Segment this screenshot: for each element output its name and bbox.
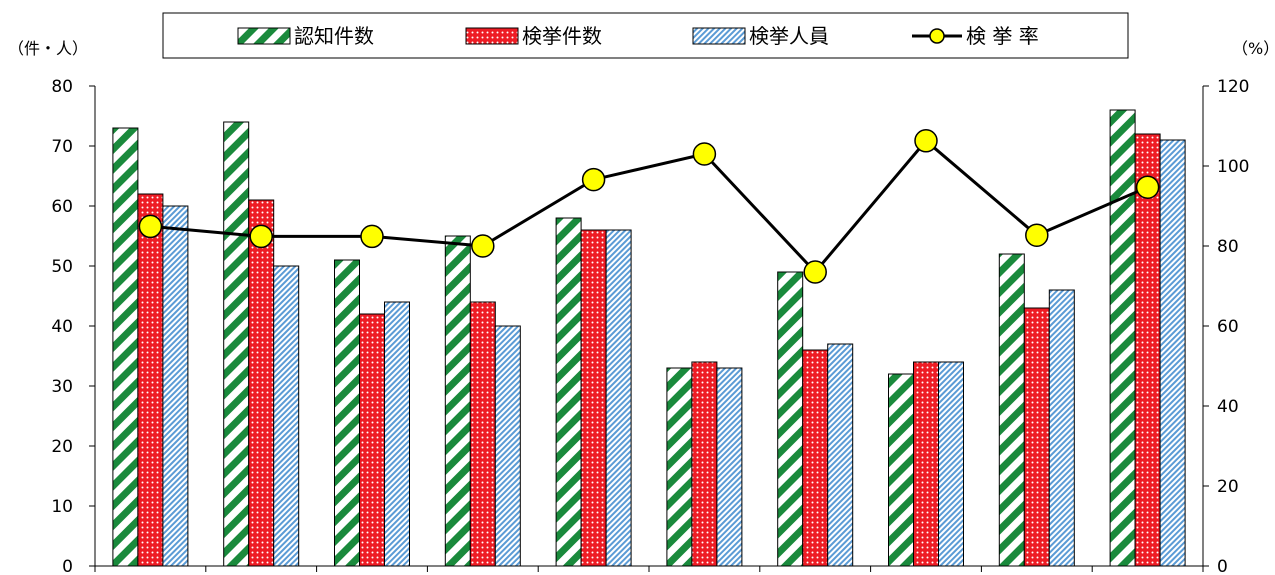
- left-tick-label: 20: [51, 437, 73, 457]
- bar-arrested: [494, 325, 521, 567]
- bar-recognized: [334, 259, 360, 567]
- bar-cleared: [137, 193, 164, 567]
- bar-arrested: [716, 367, 743, 567]
- bar-recognized: [777, 271, 804, 567]
- left-tick-label: 10: [51, 497, 73, 517]
- legend: 認知件数 検挙件数 検挙人員 検 挙 率: [162, 12, 1129, 59]
- bar-cleared: [1023, 307, 1050, 567]
- right-tick-label: 60: [1217, 317, 1239, 337]
- rate-point: [249, 224, 273, 249]
- rate-point: [914, 129, 938, 153]
- bar-recognized: [998, 253, 1025, 567]
- right-axis-unit: （%）: [1232, 39, 1275, 58]
- left-tick-label: 30: [51, 377, 73, 397]
- right-tick-label: 40: [1217, 397, 1239, 417]
- bar-recognized: [666, 367, 693, 567]
- legend-label-arrested: 検挙人員: [749, 24, 829, 48]
- bar-recognized: [112, 127, 139, 567]
- rate-point: [471, 234, 495, 258]
- left-axis-unit: （件・人）: [8, 39, 88, 58]
- left-tick-label: 0: [62, 557, 73, 575]
- left-tick-label: 80: [51, 77, 73, 97]
- bar-arrested: [384, 301, 410, 567]
- legend-swatch-arrested: [692, 27, 746, 45]
- bar-arrested: [827, 343, 854, 567]
- rate-point: [1135, 175, 1160, 199]
- bar-arrested: [605, 229, 632, 567]
- rate-point: [692, 142, 717, 166]
- bar-series: [112, 109, 1186, 567]
- bar-recognized: [888, 373, 914, 567]
- legend-label-cleared: 検挙件数: [522, 24, 602, 48]
- legend-label-recognized: 認知件数: [294, 24, 374, 48]
- right-tick-label: 20: [1217, 477, 1239, 497]
- bar-recognized: [223, 121, 250, 567]
- rate-point: [138, 214, 163, 239]
- bar-cleared: [913, 361, 939, 567]
- bar-recognized: [444, 235, 471, 567]
- bar-recognized: [555, 217, 582, 567]
- legend-swatch-rate-marker: [929, 28, 945, 44]
- rate-series: [138, 129, 1160, 284]
- right-tick-label: 120: [1217, 77, 1249, 97]
- right-tick-label: 100: [1217, 157, 1249, 177]
- bar-cleared: [580, 229, 607, 567]
- axis-ticks: 0 10 20 30 40 50 60 70 80 0 20 40 60 80 100 120: [51, 77, 1249, 575]
- bar-arrested: [1159, 139, 1186, 567]
- rate-point: [803, 260, 827, 284]
- right-tick-label: 0: [1217, 557, 1228, 575]
- left-tick-label: 40: [51, 317, 73, 337]
- bar-recognized: [1109, 109, 1136, 567]
- bar-cleared: [359, 313, 385, 567]
- bar-cleared: [802, 349, 829, 567]
- bar-cleared: [469, 301, 496, 567]
- rate-point: [581, 167, 606, 192]
- bar-cleared: [1134, 133, 1161, 567]
- bar-arrested: [1048, 289, 1075, 567]
- left-tick-label: 70: [51, 137, 73, 157]
- left-tick-label: 60: [51, 197, 73, 217]
- bar-cleared: [691, 361, 718, 567]
- bar-arrested: [162, 205, 189, 567]
- bar-arrested: [273, 265, 300, 567]
- right-tick-label: 80: [1217, 237, 1239, 257]
- left-tick-label: 50: [51, 257, 73, 277]
- bar-arrested: [938, 361, 964, 567]
- rate-point: [1025, 223, 1049, 247]
- legend-swatch-cleared: [465, 27, 519, 45]
- legend-label-rate: 検 挙 率: [966, 24, 1039, 48]
- bar-cleared: [248, 199, 275, 567]
- legend-swatch-recognized: [237, 27, 291, 45]
- legend-frame: [162, 12, 1129, 59]
- rate-point: [360, 224, 384, 249]
- rate-line-path: [150, 138, 1149, 275]
